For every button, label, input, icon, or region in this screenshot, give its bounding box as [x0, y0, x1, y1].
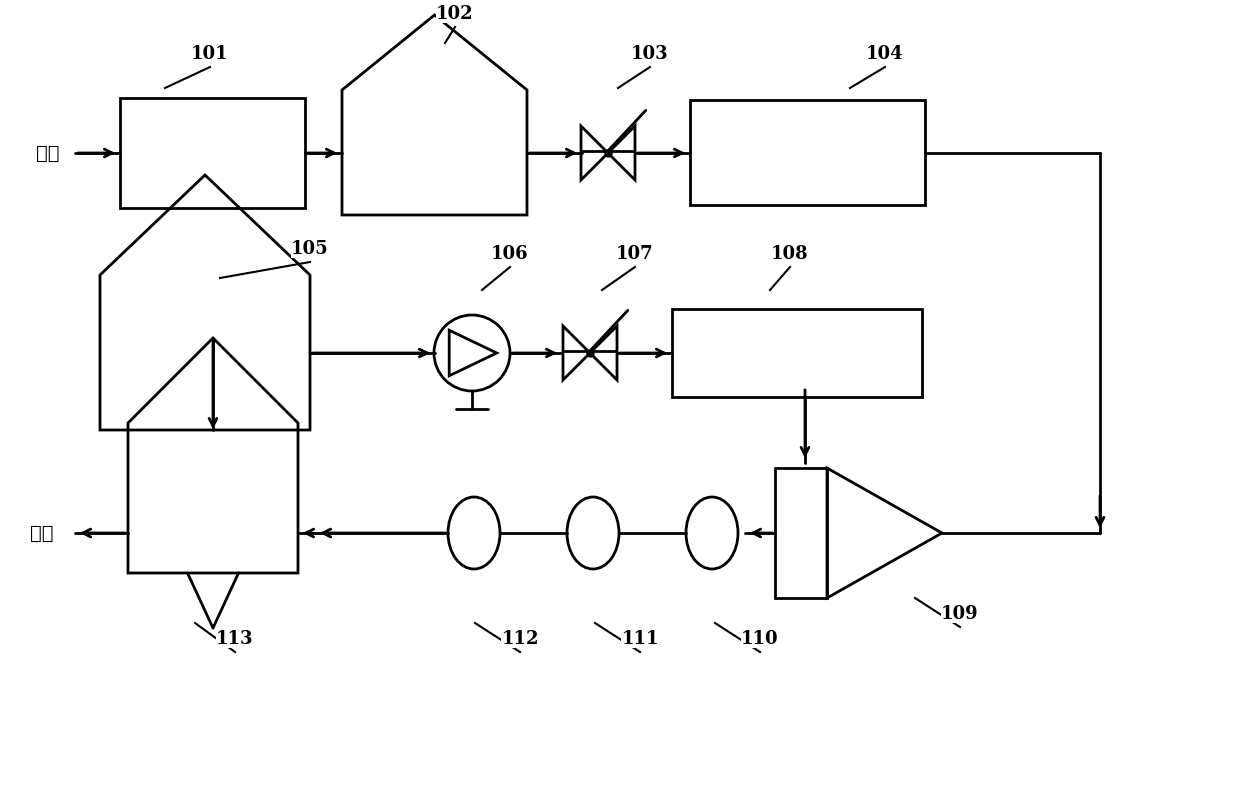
Bar — [120, 98, 305, 208]
Text: 空气: 空气 — [36, 144, 60, 162]
Bar — [775, 468, 827, 598]
Text: 107: 107 — [616, 245, 653, 263]
Text: 108: 108 — [771, 245, 808, 263]
Text: 111: 111 — [621, 630, 658, 648]
Text: 112: 112 — [501, 630, 538, 648]
Text: 110: 110 — [742, 630, 779, 648]
Text: 106: 106 — [491, 245, 528, 263]
Text: 101: 101 — [191, 45, 229, 63]
Bar — [689, 100, 925, 205]
Text: 105: 105 — [291, 240, 329, 258]
Text: 113: 113 — [216, 630, 254, 648]
Text: 104: 104 — [867, 45, 904, 63]
Text: 109: 109 — [941, 605, 978, 623]
Text: 空气: 空气 — [30, 524, 53, 542]
Text: 103: 103 — [631, 45, 668, 63]
Text: 102: 102 — [436, 5, 474, 23]
Bar — [672, 309, 923, 397]
